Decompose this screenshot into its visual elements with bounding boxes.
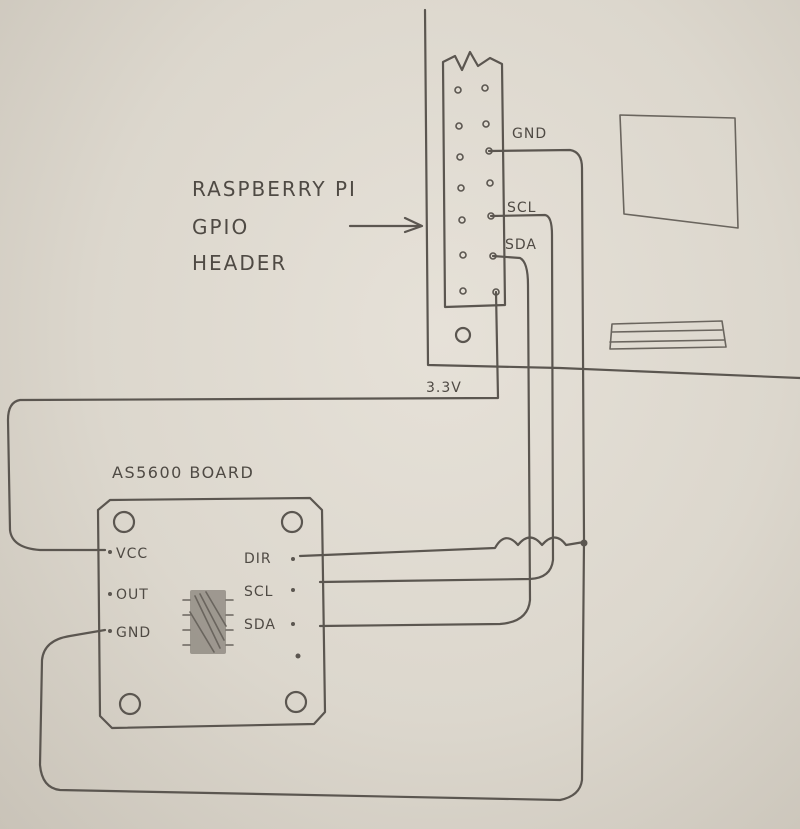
gpio-header	[441, 50, 507, 309]
pi-component-slot	[609, 320, 727, 350]
as5600-board	[96, 496, 327, 730]
board-title: AS5600 BOARD	[112, 463, 254, 482]
board-pin-vcc: VCC	[116, 546, 148, 562]
pin-label-3v3: 3.3V	[426, 380, 462, 396]
gpio-pins	[454, 84, 500, 296]
header-label-line3: HEADER	[192, 251, 287, 275]
wire-scl	[318, 213, 555, 584]
board-pin-sda: SDA	[244, 617, 276, 633]
board-pin-gnd: GND	[116, 625, 151, 641]
wire-vcc	[6, 290, 500, 552]
pi-board-outline	[423, 8, 800, 380]
pi-component-chip	[619, 114, 739, 229]
board-pin-scl: SCL	[244, 584, 273, 600]
wire-dir	[298, 536, 586, 558]
pin-label-gnd: GND	[512, 126, 547, 142]
wire-gnd	[38, 148, 586, 802]
pin-label-scl: SCL	[507, 200, 536, 216]
mounting-hole	[454, 326, 472, 344]
header-label-line2: GPIO	[192, 215, 249, 239]
sensor-chip	[182, 590, 234, 654]
board-pin-dir: DIR	[244, 551, 272, 567]
label-arrow	[348, 216, 424, 234]
junction-dot	[580, 539, 588, 547]
wire-sda	[318, 254, 532, 628]
pin-label-sda: SDA	[505, 237, 537, 253]
board-pin-out: OUT	[116, 587, 149, 603]
header-label-line1: RASPBERRY PI	[192, 177, 357, 201]
